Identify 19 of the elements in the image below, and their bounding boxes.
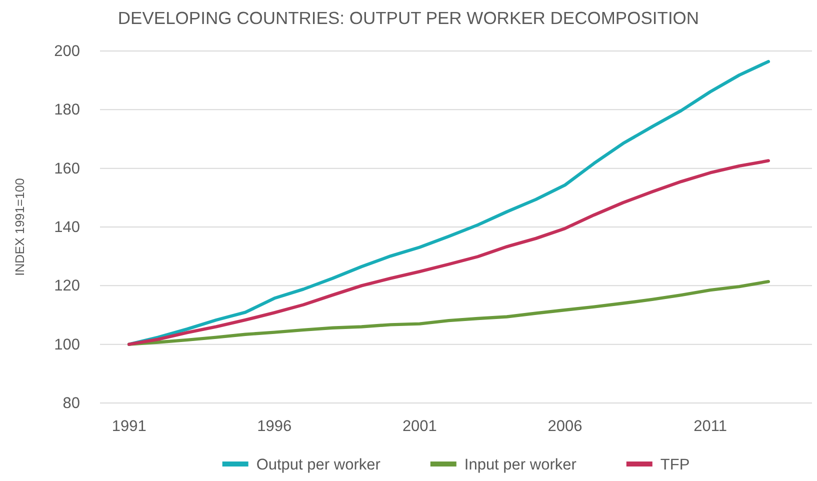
y-tick-label: 100 <box>54 336 80 354</box>
y-tick-label: 180 <box>54 102 80 119</box>
x-tick-label: 1991 <box>112 418 146 436</box>
legend-label: Output per worker <box>256 456 380 474</box>
x-tick-label: 1996 <box>257 418 292 436</box>
y-tick-label: 200 <box>54 42 80 60</box>
legend-label: Input per worker <box>464 456 576 474</box>
line-series <box>127 280 770 346</box>
y-axis-title: INDEX 1991=100 <box>13 178 27 276</box>
y-tick-label: 80 <box>62 394 80 412</box>
x-tick-label: 2006 <box>548 418 582 436</box>
chart-title: DEVELOPING COUNTRIES: OUTPUT PER WORKER DECOMPOSITION <box>118 8 700 28</box>
y-tick-label: 120 <box>54 278 80 295</box>
legend-label: TFP <box>660 456 690 474</box>
x-tick-label: 2011 <box>694 418 727 436</box>
y-tick-label: 160 <box>54 160 80 178</box>
line-series <box>127 159 770 346</box>
y-tick-label: 140 <box>54 218 80 236</box>
x-tick-label: 2001 <box>402 418 437 436</box>
